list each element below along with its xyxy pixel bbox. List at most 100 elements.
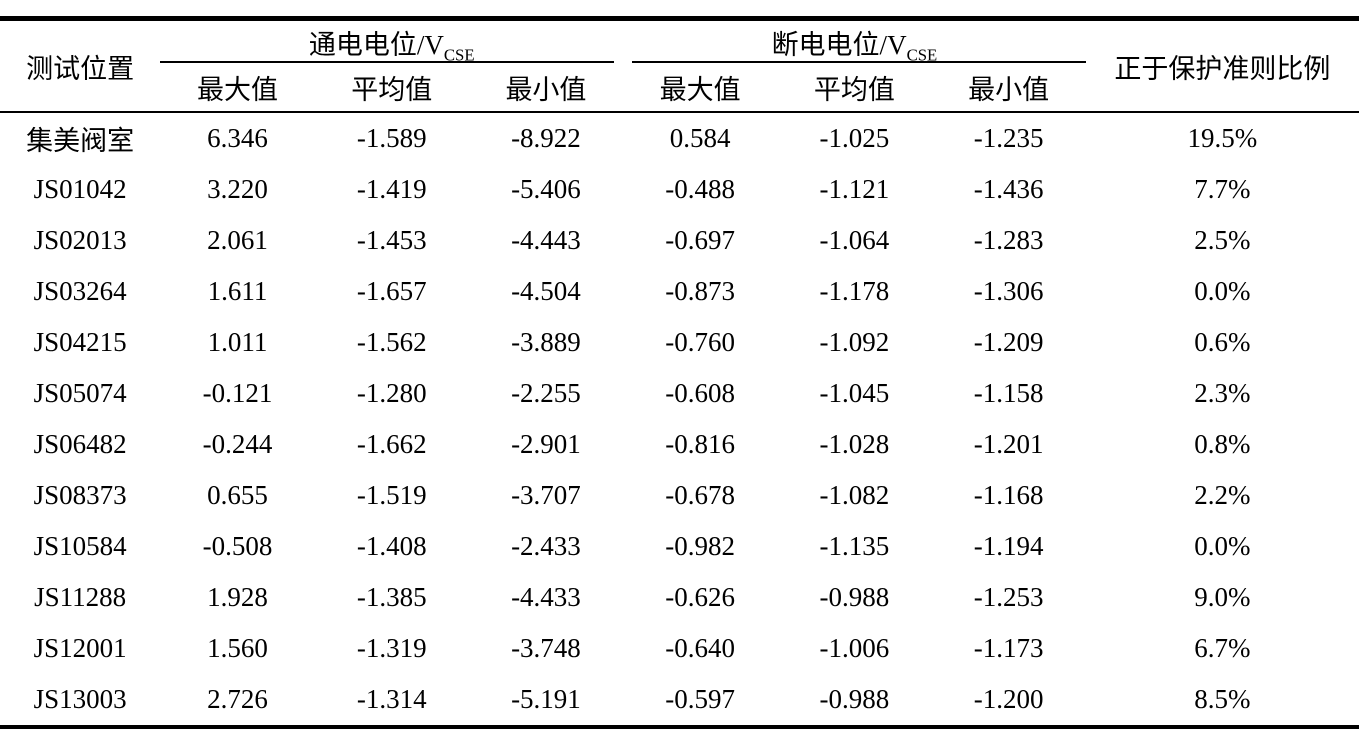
- off-potential-subscript: CSE: [906, 44, 938, 63]
- cell-test-position: JS06482: [33, 429, 127, 459]
- cell-value: -1.121: [819, 174, 890, 204]
- cell-test-position: JS12001: [33, 633, 127, 663]
- cell-value: -5.406: [511, 174, 581, 204]
- cell-value: -1.064: [819, 225, 890, 255]
- cell-value: -1.178: [819, 276, 890, 306]
- cell-ratio: 2.2%: [1194, 480, 1251, 510]
- cell-value: -0.488: [665, 174, 736, 204]
- cell-value: -4.433: [511, 582, 581, 612]
- cell-value: -0.988: [819, 582, 890, 612]
- cell-value: 1.011: [207, 327, 268, 357]
- on-potential-label: 通电电位/V: [308, 29, 444, 60]
- cell-value: 1.611: [207, 276, 268, 306]
- cell-value: -3.707: [511, 480, 581, 510]
- cell-value: -1.253: [973, 582, 1044, 612]
- cell-value: -1.045: [819, 378, 890, 408]
- cell-ratio: 2.3%: [1194, 378, 1251, 408]
- cell-value: -1.589: [356, 123, 427, 153]
- cell-test-position: JS01042: [33, 174, 127, 204]
- table-row: JS03264 1.611 -1.657 -4.504 -0.873 -1.178 -1.3…: [0, 266, 1359, 317]
- cell-test-position: JS10584: [33, 531, 127, 561]
- table-row: JS05074 -0.121 -1.280 -2.255 -0.608 -1.045 -1.…: [0, 368, 1359, 419]
- cell-value: -1.408: [356, 531, 427, 561]
- cell-value: -0.508: [202, 531, 273, 561]
- table-row: 集美阀室 6.346 -1.589 -8.922 0.584 -1.025 -1.235 19…: [0, 112, 1359, 164]
- table-row: JS08373 0.655 -1.519 -3.707 -0.678 -1.082 -1.1…: [0, 470, 1359, 521]
- potential-measurement-table: 测试位置 通电电位/VCSE 断电电位/VCSE 正于保护准则比例 最大值 平均…: [0, 16, 1359, 729]
- cell-value: -0.816: [665, 429, 736, 459]
- column-header-test-position: 测试位置: [0, 18, 161, 113]
- on-potential-subscript: CSE: [443, 44, 475, 63]
- table-row: JS01042 3.220 -1.419 -5.406 -0.488 -1.121 -1.4…: [0, 164, 1359, 215]
- subcolumn-header-off-max: 最大值: [623, 63, 778, 113]
- cell-value: -1.385: [356, 582, 427, 612]
- cell-value: -0.244: [202, 429, 273, 459]
- cell-value: -2.901: [511, 429, 581, 459]
- cell-value: -1.028: [819, 429, 890, 459]
- cell-value: -1.314: [356, 684, 427, 714]
- column-header-protection-ratio: 正于保护准则比例: [1085, 18, 1359, 113]
- cell-value: 6.346: [207, 123, 268, 153]
- cell-value: -1.158: [973, 378, 1044, 408]
- cell-value: -1.306: [973, 276, 1044, 306]
- cell-ratio: 0.6%: [1194, 327, 1251, 357]
- cell-test-position: JS13003: [33, 684, 127, 714]
- cell-test-position: JS11288: [34, 582, 127, 612]
- cell-value: -1.025: [819, 123, 890, 153]
- cell-value: -0.760: [665, 327, 736, 357]
- cell-value: -0.608: [665, 378, 736, 408]
- column-group-off-potential: 断电电位/VCSE: [623, 19, 1086, 64]
- off-potential-label: 断电电位/V: [771, 29, 907, 60]
- cell-value: 3.220: [207, 174, 268, 204]
- table-row: JS13003 2.726 -1.314 -5.191 -0.597 -0.988 -1.2…: [0, 674, 1359, 727]
- column-group-on-potential: 通电电位/VCSE: [160, 19, 623, 64]
- cell-value: -1.436: [973, 174, 1044, 204]
- table-row: JS02013 2.061 -1.453 -4.443 -0.697 -1.064 -1.2…: [0, 215, 1359, 266]
- cell-value: -5.191: [511, 684, 581, 714]
- cell-test-position: JS08373: [33, 480, 127, 510]
- cell-value: -1.562: [356, 327, 427, 357]
- cell-value: -0.121: [202, 378, 273, 408]
- subcolumn-header-on-max: 最大值: [160, 63, 315, 113]
- cell-value: -1.135: [819, 531, 890, 561]
- cell-value: -1.173: [973, 633, 1044, 663]
- cell-value: -1.092: [819, 327, 890, 357]
- cell-value: -1.519: [356, 480, 427, 510]
- cell-ratio: 0.0%: [1194, 276, 1251, 306]
- cell-value: -4.504: [511, 276, 581, 306]
- cell-value: -1.419: [356, 174, 427, 204]
- cell-value: -1.082: [819, 480, 890, 510]
- cell-value: -1.209: [973, 327, 1044, 357]
- cell-value: -0.982: [665, 531, 736, 561]
- cell-value: -0.697: [665, 225, 736, 255]
- cell-value: -3.889: [511, 327, 581, 357]
- cell-value: -2.433: [511, 531, 581, 561]
- cell-value: -1.280: [356, 378, 427, 408]
- cell-value: -0.626: [665, 582, 736, 612]
- table-header: 测试位置 通电电位/VCSE 断电电位/VCSE 正于保护准则比例 最大值 平均…: [0, 18, 1359, 113]
- cell-ratio: 0.0%: [1194, 531, 1251, 561]
- cell-value: -1.194: [973, 531, 1044, 561]
- cell-ratio: 8.5%: [1194, 684, 1251, 714]
- cell-value: 0.655: [207, 480, 268, 510]
- cell-ratio: 2.5%: [1194, 225, 1251, 255]
- cell-value: -1.662: [356, 429, 427, 459]
- subcolumn-header-off-min: 最小值: [931, 63, 1086, 113]
- cell-value: -3.748: [511, 633, 581, 663]
- cell-test-position: 集美阀室: [26, 126, 135, 156]
- cell-value: -1.168: [973, 480, 1044, 510]
- cell-value: 2.726: [207, 684, 268, 714]
- cell-ratio: 9.0%: [1194, 582, 1251, 612]
- table-body: 集美阀室 6.346 -1.589 -8.922 0.584 -1.025 -1.235 19…: [0, 112, 1359, 727]
- table-row: JS06482 -0.244 -1.662 -2.901 -0.816 -1.028 -1.…: [0, 419, 1359, 470]
- cell-value: -0.597: [665, 684, 736, 714]
- cell-value: -2.255: [511, 378, 581, 408]
- cell-value: 2.061: [207, 225, 268, 255]
- cell-value: 1.928: [207, 582, 268, 612]
- cell-value: -1.235: [973, 123, 1044, 153]
- cell-value: 1.560: [207, 633, 268, 663]
- cell-value: 0.584: [669, 123, 731, 153]
- cell-value: -1.201: [973, 429, 1044, 459]
- cell-value: -1.200: [973, 684, 1044, 714]
